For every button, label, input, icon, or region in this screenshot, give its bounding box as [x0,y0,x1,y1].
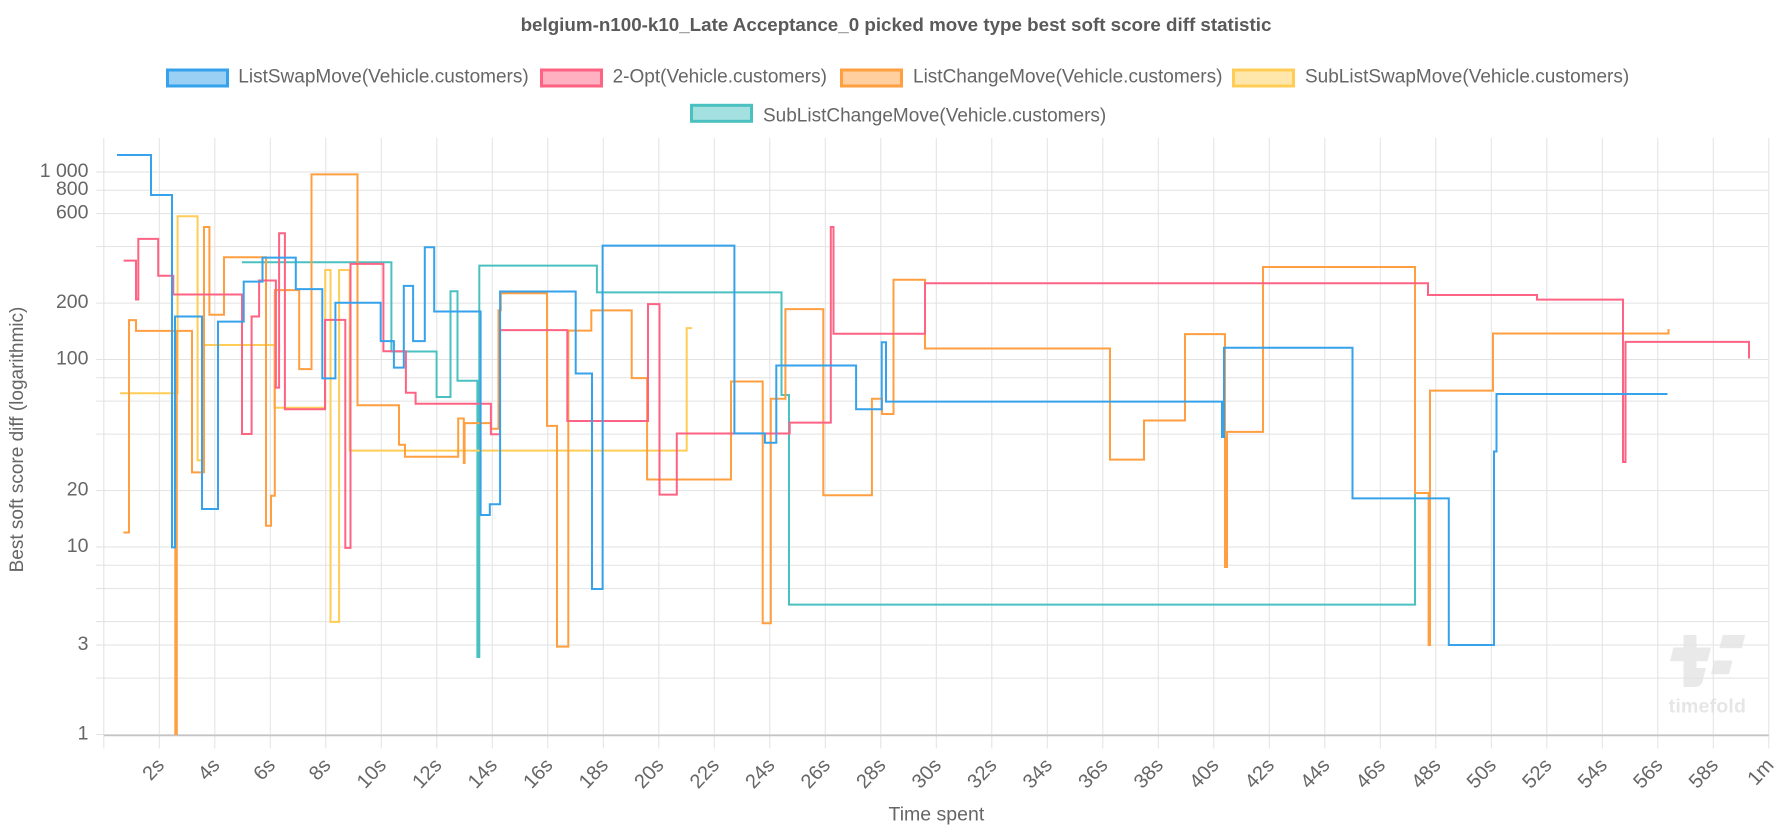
svg-text:timefold: timefold [1669,696,1746,718]
svg-text:SubListSwapMove(Vehicle.custom: SubListSwapMove(Vehicle.customers) [1305,67,1629,88]
svg-text:600: 600 [56,202,89,224]
svg-text:belgium-n100-k10_Late Acceptan: belgium-n100-k10_Late Acceptance_0 picke… [521,14,1272,35]
svg-text:2-Opt(Vehicle.customers): 2-Opt(Vehicle.customers) [613,67,827,88]
svg-text:200: 200 [56,291,89,313]
svg-text:Time spent: Time spent [889,804,985,826]
svg-text:SubListChangeMove(Vehicle.cust: SubListChangeMove(Vehicle.customers) [763,106,1106,127]
svg-text:3: 3 [78,633,89,655]
svg-text:1: 1 [78,723,89,745]
svg-text:1 000: 1 000 [40,160,89,182]
svg-text:100: 100 [56,348,89,370]
svg-text:Best soft score diff (logarith: Best soft score diff (logarithmic) [7,307,28,573]
svg-text:ListSwapMove(Vehicle.customers: ListSwapMove(Vehicle.customers) [238,67,528,88]
svg-text:800: 800 [56,178,89,200]
svg-text:ListChangeMove(Vehicle.custome: ListChangeMove(Vehicle.customers) [913,67,1222,88]
svg-text:20: 20 [67,479,89,501]
svg-text:10: 10 [67,535,89,557]
